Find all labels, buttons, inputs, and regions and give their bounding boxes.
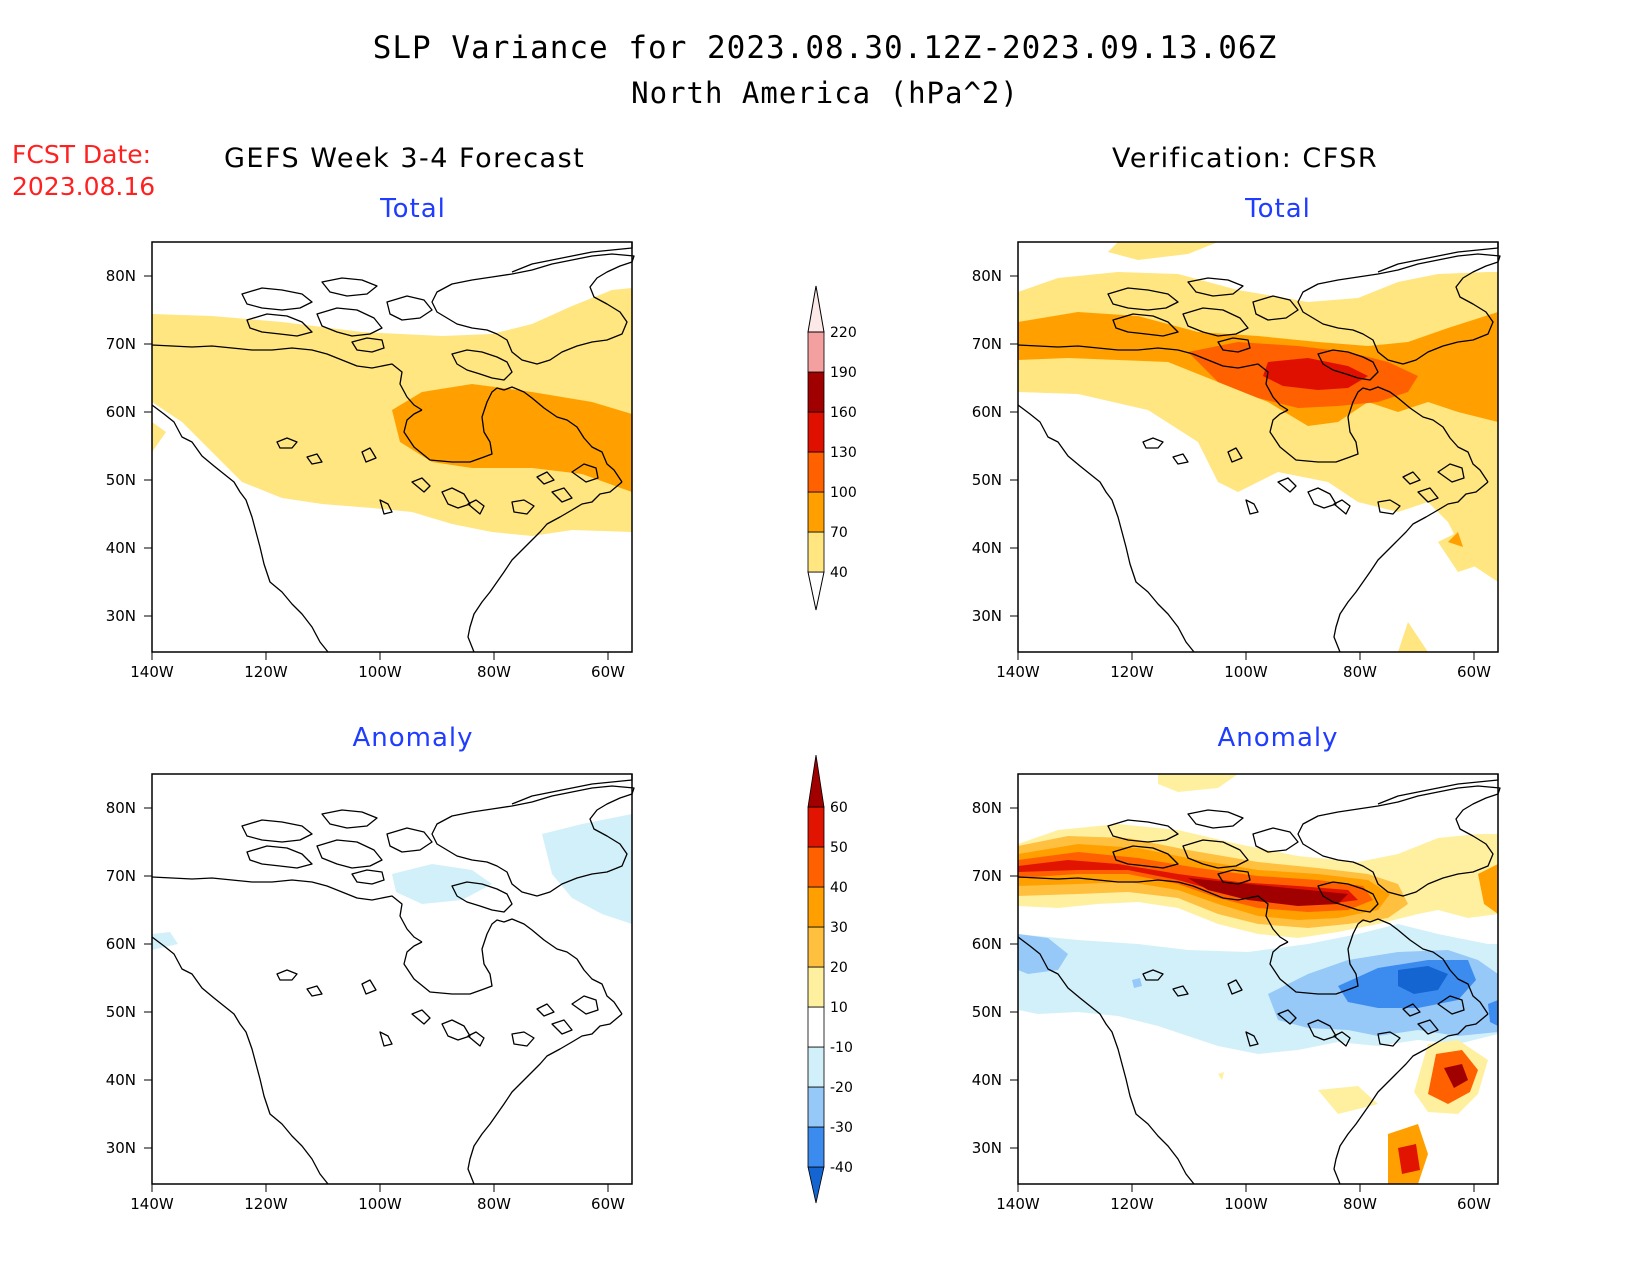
lat-label: 70N: [972, 335, 1002, 353]
forecast-anomaly-map: 80N 70N 60N 50N 40N 30N 140W 120W 100W 8…: [106, 773, 635, 1213]
lat-label: 60N: [972, 403, 1002, 421]
lat-label: 50N: [972, 471, 1002, 489]
lon-label: 80W: [1343, 663, 1377, 681]
lon-label: 100W: [358, 1195, 402, 1213]
lat-label: 40N: [106, 539, 136, 557]
lat-label: 30N: [972, 607, 1002, 625]
x-axis-labels: 140W 120W 100W 80W 60W: [996, 663, 1491, 681]
fcst-date-value: 2023.08.16: [12, 172, 156, 201]
y-axis-labels: 80N 70N 60N 50N 40N 30N: [972, 799, 1002, 1157]
anomaly-minus10-region: [392, 864, 492, 904]
lat-label: 80N: [972, 267, 1002, 285]
panel-title-verification-anomaly: Anomaly: [1217, 723, 1339, 753]
forecast-total-map: 80N 70N 60N 50N 40N 30N 140W 120W 100W 8…: [106, 241, 635, 681]
lat-label: 50N: [106, 1003, 136, 1021]
lat-label: 50N: [106, 471, 136, 489]
lon-label: 140W: [130, 663, 174, 681]
lat-label: 80N: [106, 799, 136, 817]
y-axis-labels: 80N 70N 60N 50N 40N 30N: [106, 267, 136, 625]
anomaly-plus60-region: [1188, 878, 1348, 906]
lat-label: 50N: [972, 1003, 1002, 1021]
colorbar-label: 20: [830, 960, 848, 976]
colorbar-label: 50: [830, 840, 848, 856]
lat-label: 70N: [106, 867, 136, 885]
lat-label: 70N: [972, 867, 1002, 885]
verification-anomaly-map: 80N 70N 60N 50N 40N 30N 140W 120W 100W 8…: [972, 773, 1501, 1213]
lon-label: 120W: [1110, 1195, 1154, 1213]
colorbar-label: -40: [830, 1160, 853, 1176]
lat-label: 30N: [106, 607, 136, 625]
panel-title-forecast-anomaly: Anomaly: [352, 723, 474, 753]
colorbar-label: 160: [830, 405, 857, 421]
colorbar-label: 40: [830, 880, 848, 896]
y-axis-labels: 80N 70N 60N 50N 40N 30N: [106, 799, 136, 1157]
anomaly-colorbar-labels: -40 -30 -20 -10 10 20 30 40 50 60: [830, 800, 853, 1176]
lat-label: 40N: [972, 1071, 1002, 1089]
lat-label: 80N: [972, 799, 1002, 817]
colorbar-label: 40: [830, 565, 848, 581]
lat-label: 60N: [972, 935, 1002, 953]
colorbar-label: 30: [830, 920, 848, 936]
lon-label: 80W: [1343, 1195, 1377, 1213]
lon-label: 60W: [1457, 1195, 1491, 1213]
total-40-region-west: [152, 422, 166, 452]
colorbar-label: 190: [830, 365, 857, 381]
y-axis-labels: 80N 70N 60N 50N 40N 30N: [972, 267, 1002, 625]
fcst-date-block: FCST Date: 2023.08.16: [12, 139, 155, 203]
lat-label: 30N: [106, 1139, 136, 1157]
lat-label: 70N: [106, 335, 136, 353]
lon-label: 140W: [996, 1195, 1040, 1213]
lon-label: 80W: [477, 1195, 511, 1213]
lon-label: 80W: [477, 663, 511, 681]
total-colorbar-labels: 40 70 100 130 160 190 220: [830, 325, 857, 581]
lon-label: 120W: [244, 663, 288, 681]
lon-label: 100W: [1224, 1195, 1268, 1213]
lat-label: 60N: [106, 403, 136, 421]
lon-label: 120W: [1110, 663, 1154, 681]
x-axis-labels: 140W 120W 100W 80W 60W: [996, 1195, 1491, 1213]
colorbar-label: 220: [830, 325, 857, 341]
lon-label: 60W: [591, 1195, 625, 1213]
colorbar-label: -30: [830, 1120, 853, 1136]
colorbar-label: 10: [830, 1000, 848, 1016]
anomaly-minus40-region: [1398, 966, 1448, 994]
lon-label: 60W: [1457, 663, 1491, 681]
lon-label: 140W: [130, 1195, 174, 1213]
panel-title-forecast-total: Total: [380, 194, 446, 224]
verification-total-map: 80N 70N 60N 50N 40N 30N 140W 120W 100W 8…: [972, 241, 1501, 681]
colorbar-label: 70: [830, 525, 848, 541]
colorbar-label: -10: [830, 1040, 853, 1056]
lat-label: 80N: [106, 267, 136, 285]
lon-label: 60W: [591, 663, 625, 681]
total-colorbar: 40 70 100 130 160 190 220: [807, 285, 857, 611]
lon-label: 120W: [244, 1195, 288, 1213]
colorbar-label: 130: [830, 445, 857, 461]
colorbar-label: 60: [830, 800, 848, 816]
colorbar-label: 100: [830, 485, 857, 501]
right-column-title: Verification: CFSR: [1112, 143, 1379, 174]
lon-label: 140W: [996, 663, 1040, 681]
x-axis-labels: 140W 120W 100W 80W 60W: [130, 663, 625, 681]
x-axis-labels: 140W 120W 100W 80W 60W: [130, 1195, 625, 1213]
fcst-date-label: FCST Date:: [12, 140, 152, 169]
lon-label: 100W: [358, 663, 402, 681]
lat-label: 60N: [106, 935, 136, 953]
total-70-region: [392, 384, 632, 492]
anomaly-colorbar: -40 -30 -20 -10 10 20 30 40 50 60: [807, 755, 853, 1204]
lat-label: 30N: [972, 1139, 1002, 1157]
map-subtitle: North America (hPa^2): [631, 76, 1019, 110]
lat-label: 40N: [972, 539, 1002, 557]
map-title: SLP Variance for 2023.08.30.12Z-2023.09.…: [372, 30, 1278, 66]
anomaly-minus20-region: [1018, 934, 1068, 974]
left-column-title: GEFS Week 3-4 Forecast: [224, 143, 586, 174]
panel-title-verification-total: Total: [1245, 194, 1311, 224]
lat-label: 40N: [106, 1071, 136, 1089]
lon-label: 100W: [1224, 663, 1268, 681]
total-130-region: [1263, 358, 1368, 390]
colorbar-label: -20: [830, 1080, 853, 1096]
anomaly-minus10-region: [542, 814, 632, 924]
